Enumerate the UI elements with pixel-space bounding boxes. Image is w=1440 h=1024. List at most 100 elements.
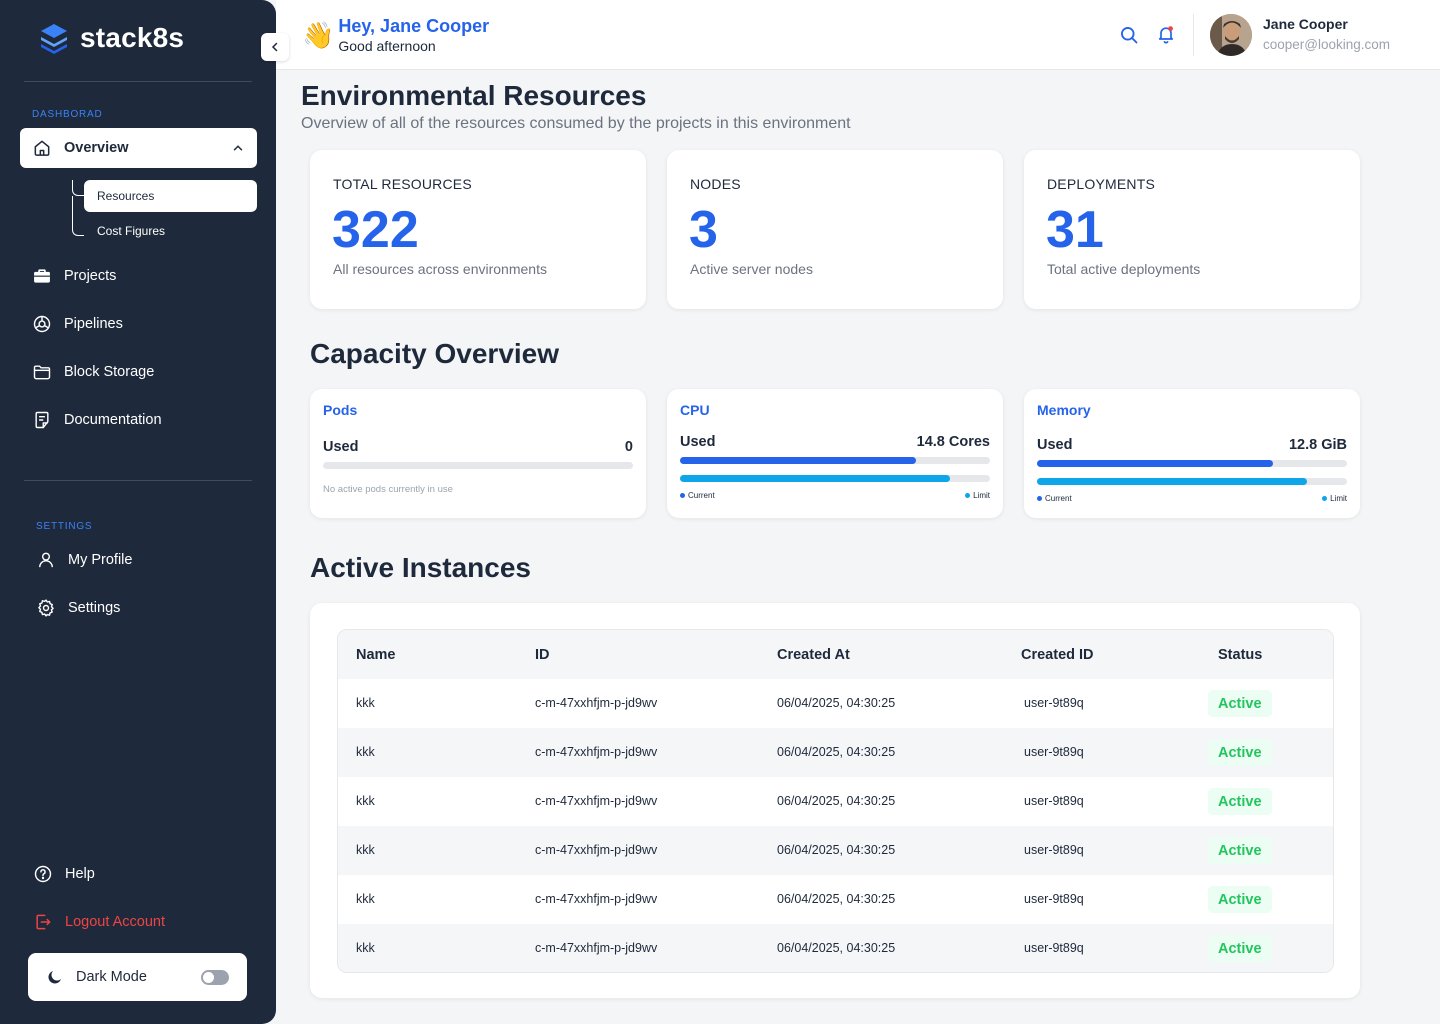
capacity-card-cpu: CPU Used 14.8 Cores Current Limit <box>667 389 1003 518</box>
sidebar-item-documentation[interactable]: Documentation <box>32 410 162 430</box>
dark-mode-toggle[interactable] <box>201 969 229 985</box>
dashboard-section-label: DASHBORAD <box>32 109 103 120</box>
stat-card-deployments: DEPLOYMENTS 31 Total active deployments <box>1024 150 1360 309</box>
cell-created-at: 06/04/2025, 04:30:25 <box>777 696 896 710</box>
column-header-id[interactable]: ID <box>535 647 550 663</box>
active-instances-title: Active Instances <box>310 552 531 583</box>
capacity-card-title: Pods <box>323 402 358 418</box>
cell-id: c-m-47xxhfjm-p-jd9wv <box>535 843 658 857</box>
legend-label: Current <box>1045 494 1072 503</box>
used-label: Used <box>680 434 716 450</box>
stat-description: Total active deployments <box>1047 261 1201 277</box>
memory-limit-fill <box>1037 478 1307 485</box>
cell-created-at: 06/04/2025, 04:30:25 <box>777 843 896 857</box>
cell-id: c-m-47xxhfjm-p-jd9wv <box>535 696 658 710</box>
capacity-card-pods: Pods Used 0 No active pods currently in … <box>310 389 646 518</box>
memory-limit-bar <box>1037 478 1347 485</box>
legend-label: Current <box>688 491 715 500</box>
bell-icon[interactable] <box>1156 24 1176 44</box>
brand-logo[interactable]: stack8s <box>36 20 184 56</box>
status-badge: Active <box>1208 788 1272 815</box>
cell-name: kkk <box>356 941 375 955</box>
stat-value: 3 <box>689 201 718 259</box>
cell-name: kkk <box>356 843 375 857</box>
collapse-sidebar-button[interactable] <box>261 33 289 61</box>
stat-value: 31 <box>1046 201 1104 259</box>
header-separator <box>1193 14 1194 56</box>
capacity-card-memory: Memory Used 12.8 GiB Current Limit <box>1024 389 1360 518</box>
legend-label: Limit <box>1330 494 1347 503</box>
sidebar-item-label: Pipelines <box>64 316 123 332</box>
cell-created-id: user-9t89q <box>1024 745 1084 759</box>
logout-label: Logout Account <box>65 914 165 930</box>
stat-description: All resources across environments <box>333 261 547 277</box>
sidebar-item-settings[interactable]: Settings <box>36 598 120 618</box>
cell-created-id: user-9t89q <box>1024 892 1084 906</box>
status-badge: Active <box>1208 886 1272 913</box>
chevron-up-icon <box>233 145 243 151</box>
brand-name: stack8s <box>80 22 185 53</box>
avatar-image <box>1210 14 1252 56</box>
table-row[interactable]: kkk c-m-47xxhfjm-p-jd9wv 06/04/2025, 04:30… <box>338 728 1333 777</box>
used-label: Used <box>1037 437 1073 453</box>
sidebar-item-label: Block Storage <box>64 364 155 380</box>
search-icon[interactable] <box>1119 25 1139 45</box>
sidebar-item-label: Settings <box>68 600 121 616</box>
memory-current-fill <box>1037 460 1273 467</box>
sidebar-item-projects[interactable]: Projects <box>32 266 116 286</box>
table-row[interactable]: kkk c-m-47xxhfjm-p-jd9wv 06/04/2025, 04:30… <box>338 777 1333 826</box>
sidebar-subitem-cost-figures[interactable]: Cost Figures <box>97 224 166 238</box>
cpu-limit-bar <box>680 475 990 482</box>
column-header-created-id[interactable]: Created ID <box>1021 647 1094 663</box>
user-icon <box>39 552 53 568</box>
logout-icon <box>36 914 51 930</box>
used-label: Used <box>323 439 359 455</box>
status-badge: Active <box>1208 739 1272 766</box>
column-header-name[interactable]: Name <box>356 647 396 663</box>
legend-current: Current <box>1037 494 1072 503</box>
table-row[interactable]: kkk c-m-47xxhfjm-p-jd9wv 06/04/2025, 04:30… <box>338 924 1333 972</box>
sidebar-item-pipelines[interactable]: Pipelines <box>32 314 123 334</box>
table-row[interactable]: kkk c-m-47xxhfjm-p-jd9wv 06/04/2025, 04:30… <box>338 875 1333 924</box>
sidebar-item-my-profile[interactable]: My Profile <box>36 550 132 570</box>
cell-created-at: 06/04/2025, 04:30:25 <box>777 892 896 906</box>
home-icon <box>34 140 50 156</box>
avatar[interactable] <box>1210 14 1252 56</box>
logout-button[interactable]: Logout Account <box>33 912 165 932</box>
sidebar-item-label: Overview <box>64 140 129 156</box>
used-value: 14.8 Cores <box>916 434 990 450</box>
sidebar-item-overview[interactable]: Overview <box>20 128 257 168</box>
pods-usage-bar <box>323 462 633 469</box>
status-badge: Active <box>1208 837 1272 864</box>
column-header-created-at[interactable]: Created At <box>777 647 850 663</box>
cell-created-at: 06/04/2025, 04:30:25 <box>777 745 896 759</box>
sidebar-item-label: Help <box>65 866 95 882</box>
stat-label: DEPLOYMENTS <box>1047 176 1155 192</box>
cell-name: kkk <box>356 745 375 759</box>
table-row[interactable]: kkk c-m-47xxhfjm-p-jd9wv 06/04/2025, 04:30… <box>338 826 1333 875</box>
sidebar-item-help[interactable]: Help <box>33 864 95 884</box>
document-icon <box>35 411 49 429</box>
cell-created-at: 06/04/2025, 04:30:25 <box>777 794 896 808</box>
status-badge: Active <box>1208 935 1272 962</box>
cell-name: kkk <box>356 892 375 906</box>
pipelines-icon <box>33 315 51 333</box>
cell-id: c-m-47xxhfjm-p-jd9wv <box>535 745 658 759</box>
dark-mode-card: Dark Mode <box>28 953 247 1001</box>
sidebar-item-block-storage[interactable]: Block Storage <box>32 362 154 382</box>
gear-icon <box>38 599 54 617</box>
stat-value: 322 <box>332 201 419 259</box>
sidebar-subitem-resources[interactable]: Resources <box>84 180 257 212</box>
legend-limit: Limit <box>1322 494 1347 503</box>
legend-label: Limit <box>973 491 990 500</box>
sidebar-item-label: My Profile <box>68 552 133 568</box>
column-header-status[interactable]: Status <box>1218 647 1263 663</box>
cell-id: c-m-47xxhfjm-p-jd9wv <box>535 794 658 808</box>
cell-created-id: user-9t89q <box>1024 794 1084 808</box>
cell-name: kkk <box>356 794 375 808</box>
stat-label: TOTAL RESOURCES <box>333 176 472 192</box>
chevron-left-icon <box>271 42 278 52</box>
used-value: 12.8 GiB <box>1288 437 1347 453</box>
table-row[interactable]: kkk c-m-47xxhfjm-p-jd9wv 06/04/2025, 04:30… <box>338 679 1333 728</box>
cell-id: c-m-47xxhfjm-p-jd9wv <box>535 941 658 955</box>
